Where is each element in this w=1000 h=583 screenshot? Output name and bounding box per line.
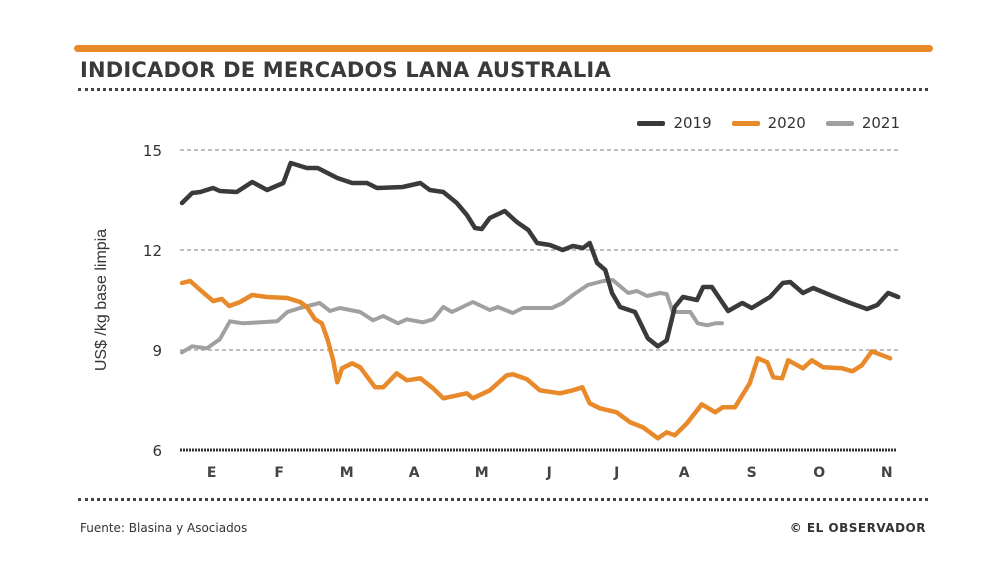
legend-label: 2020 [767,114,806,132]
legend-item-2019: 2019 [637,114,712,132]
series-line-2020 [179,278,893,441]
series-line-2019 [179,160,901,349]
legend-item-2021: 2021 [825,114,900,132]
x-tick-label: A [409,465,420,481]
footer-divider [78,498,928,501]
x-tick-label: J [613,465,619,481]
legend-label: 2019 [673,114,712,132]
x-tick-label: O [813,465,825,481]
legend-swatch [637,120,666,126]
x-tick-label: E [207,465,217,481]
y-tick-label: 9 [152,342,162,360]
x-tick-label: J [546,465,552,481]
legend: 2019 2020 2021 [637,114,900,132]
x-tick-label: M [340,465,354,481]
legend-swatch [731,120,760,126]
x-tick-label: A [679,465,690,481]
chart-title: INDICADOR DE MERCADOS LANA AUSTRALIA [80,58,611,82]
y-tick-label: 6 [152,442,162,460]
source-note: Fuente: Blasina y Asociados [80,521,248,535]
legend-swatch [825,120,854,126]
legend-label: 2021 [861,114,900,132]
title-divider [78,88,928,91]
series-line-2021 [180,278,724,355]
credit: © EL OBSERVADOR [789,521,926,535]
x-tick-label: S [747,465,757,481]
legend-item-2020: 2020 [731,114,806,132]
y-tick-label: 12 [143,242,162,260]
x-tick-label: N [881,465,893,481]
y-tick-label: 15 [143,142,162,160]
x-tick-label: F [274,465,284,481]
x-tick-label: M [475,465,489,481]
accent-bar [74,45,933,52]
